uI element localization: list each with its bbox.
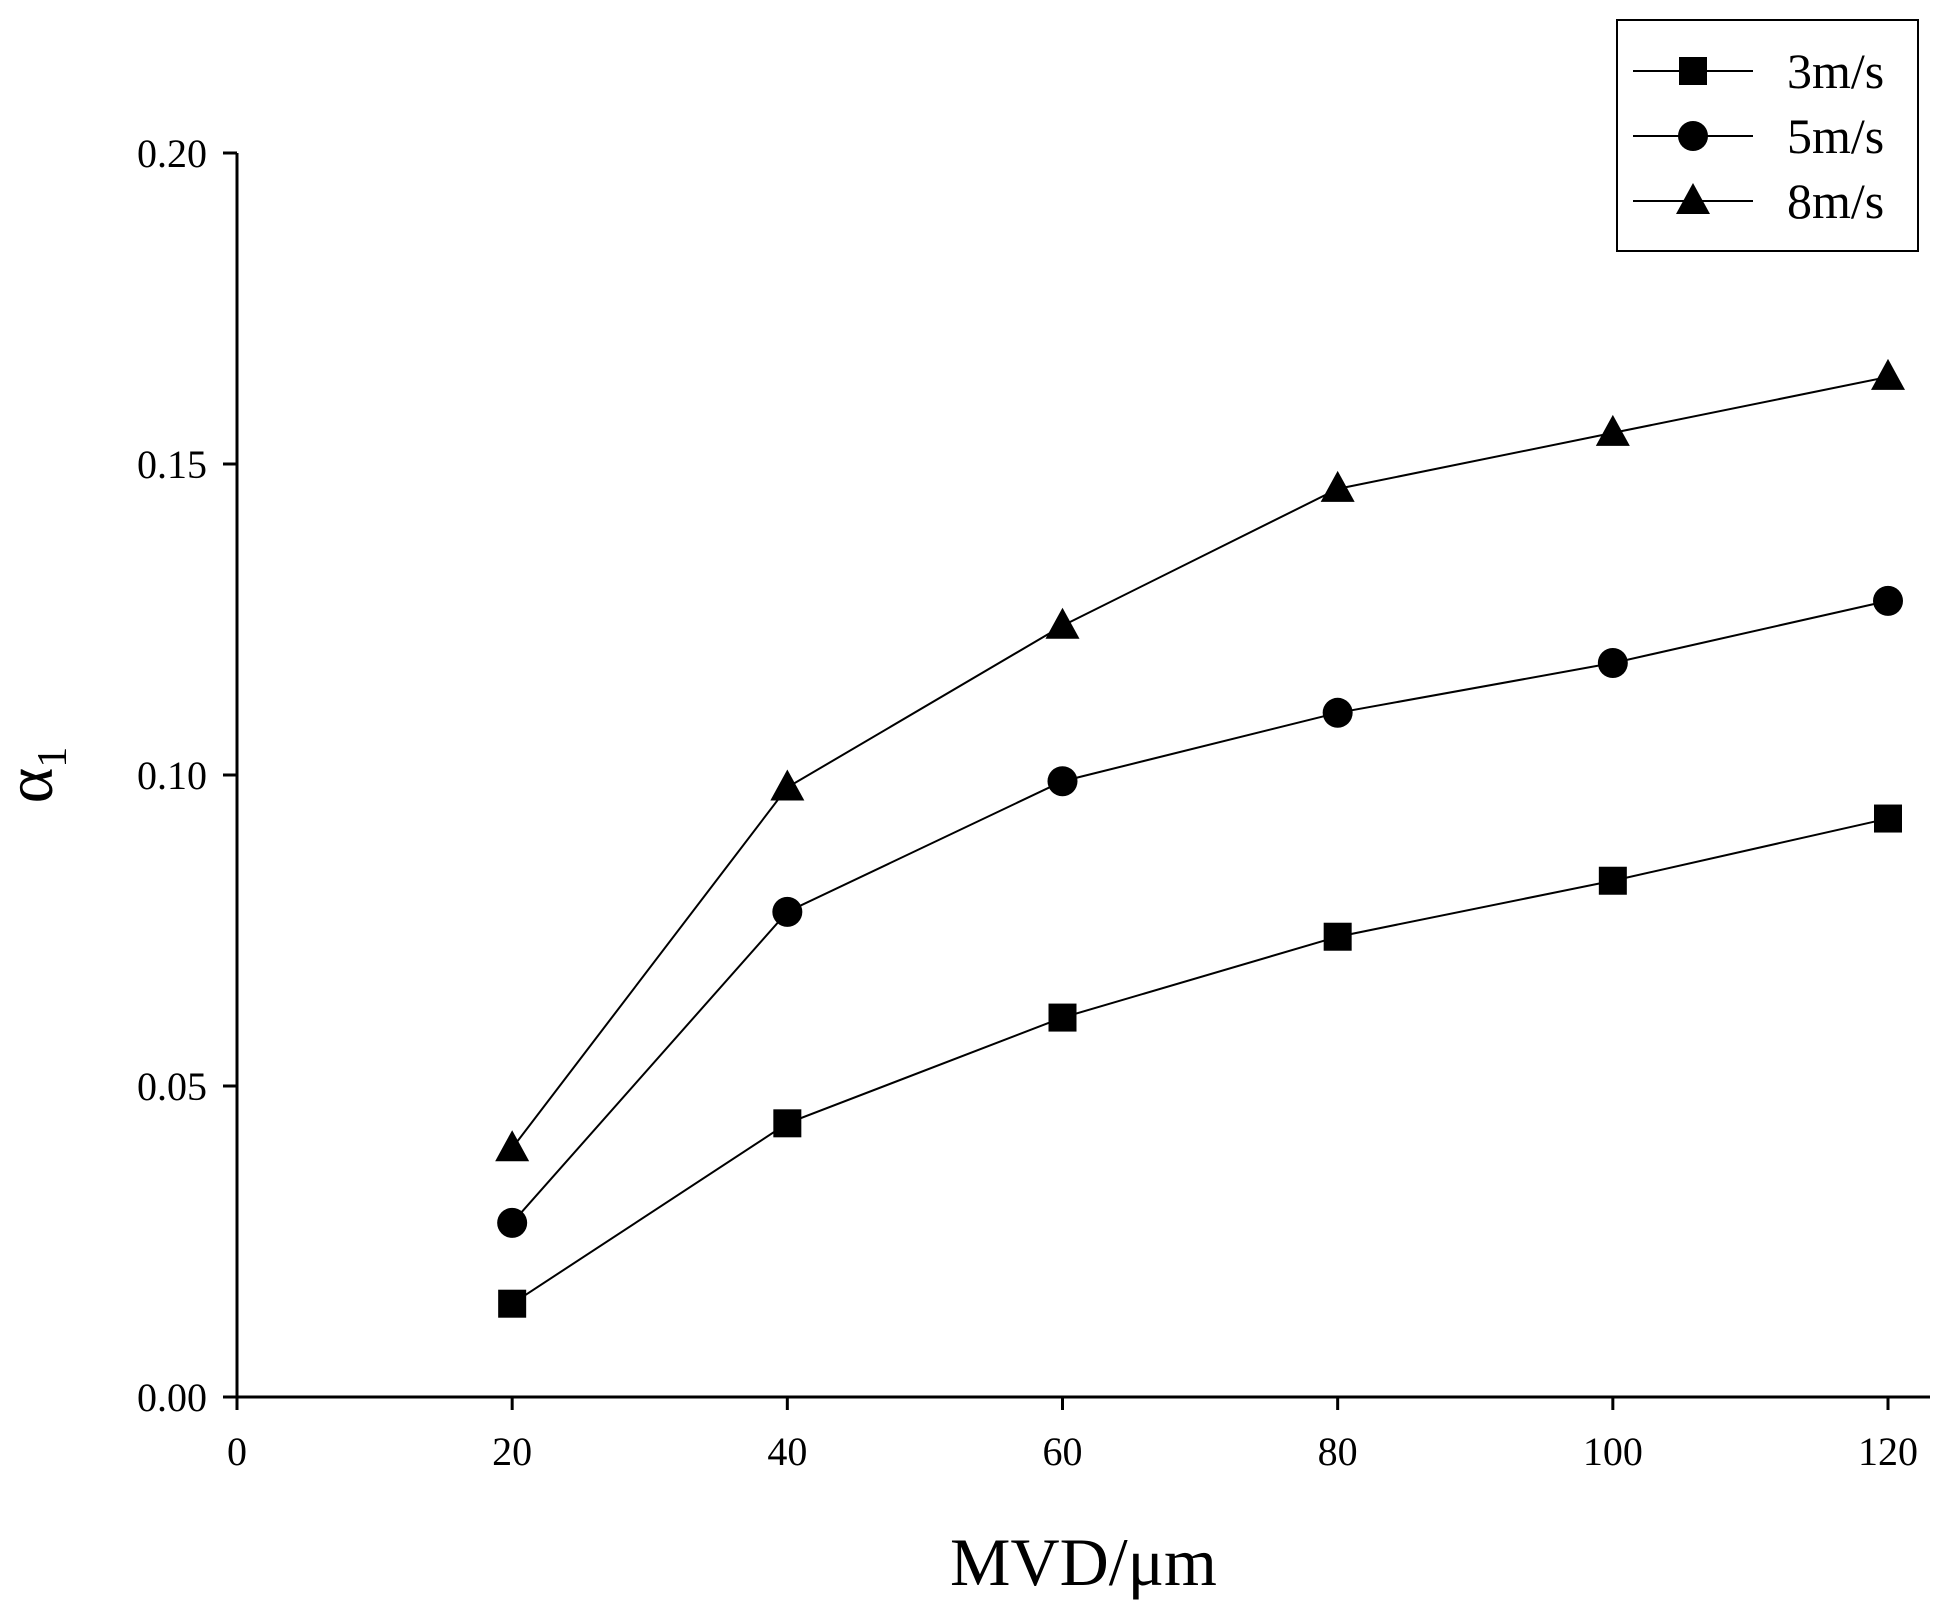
plot-area: 0 20 40 60 80 100 120 0.00 0.05 0.10 0.15 0.20 <box>137 131 1930 1474</box>
data-point-square <box>1874 804 1902 833</box>
legend-label: 3m/s <box>1787 43 1884 99</box>
data-point-square <box>1323 922 1352 951</box>
series-5m/s <box>497 585 1903 1238</box>
series-line <box>511 817 1889 1305</box>
legend-label: 5m/s <box>1787 108 1884 164</box>
y-axis-title-symbol: α <box>0 768 67 804</box>
series-3m/s <box>498 804 1902 1318</box>
x-tick-label: 60 <box>1043 1429 1083 1474</box>
legend-entry: 5m/s <box>1633 108 1884 164</box>
series-line <box>511 375 1889 1149</box>
data-point-triangle <box>1320 470 1355 502</box>
series-8m/s <box>495 358 1905 1162</box>
y-ticks: 0.00 0.05 0.10 0.15 0.20 <box>137 131 237 1420</box>
legend-marker-square <box>1679 57 1707 85</box>
legend: 3m/s 5m/s 8m/s <box>1616 19 1919 252</box>
x-tick-label: 40 <box>767 1429 807 1474</box>
data-point-circle <box>1047 766 1078 797</box>
y-axis-title-subscript: 1 <box>30 747 76 768</box>
x-tick-label: 0 <box>227 1429 247 1474</box>
data-point-circle <box>1597 648 1628 679</box>
data-point-triangle <box>1595 414 1630 446</box>
legend-marker-triangle <box>1676 183 1710 214</box>
legend-label: 8m/s <box>1787 173 1884 229</box>
data-point-circle <box>1873 585 1903 616</box>
data-point-triangle <box>770 769 805 801</box>
x-axis-title: MVD/μm <box>950 1524 1217 1600</box>
data-point-triangle <box>1045 607 1080 639</box>
y-tick-label: 0.10 <box>137 753 207 798</box>
x-tick-label: 120 <box>1858 1429 1918 1474</box>
x-ticks: 0 20 40 60 80 100 120 <box>227 1397 1918 1474</box>
x-tick-label: 80 <box>1318 1429 1358 1474</box>
data-point-triangle <box>495 1130 530 1162</box>
y-tick-label: 0.15 <box>137 442 207 487</box>
legend-entry: 3m/s <box>1633 43 1884 99</box>
data-point-circle <box>1322 697 1353 728</box>
data-point-square <box>1048 1003 1077 1032</box>
data-point-square <box>498 1289 527 1318</box>
series-line <box>511 599 1889 1224</box>
data-point-square <box>773 1109 802 1138</box>
x-tick-label: 20 <box>492 1429 532 1474</box>
y-tick-label: 0.00 <box>137 1375 207 1420</box>
legend-marker-circle <box>1678 121 1708 151</box>
data-point-circle <box>497 1207 528 1238</box>
series-layer <box>495 358 1905 1318</box>
legend-entry: 8m/s <box>1633 173 1884 229</box>
y-tick-label: 0.20 <box>137 131 207 176</box>
data-point-circle <box>772 896 803 927</box>
y-axis-title: α1 <box>0 747 76 804</box>
data-point-triangle <box>1871 358 1905 390</box>
data-point-square <box>1598 866 1627 895</box>
y-tick-label: 0.05 <box>137 1064 207 1109</box>
x-tick-label: 100 <box>1583 1429 1643 1474</box>
